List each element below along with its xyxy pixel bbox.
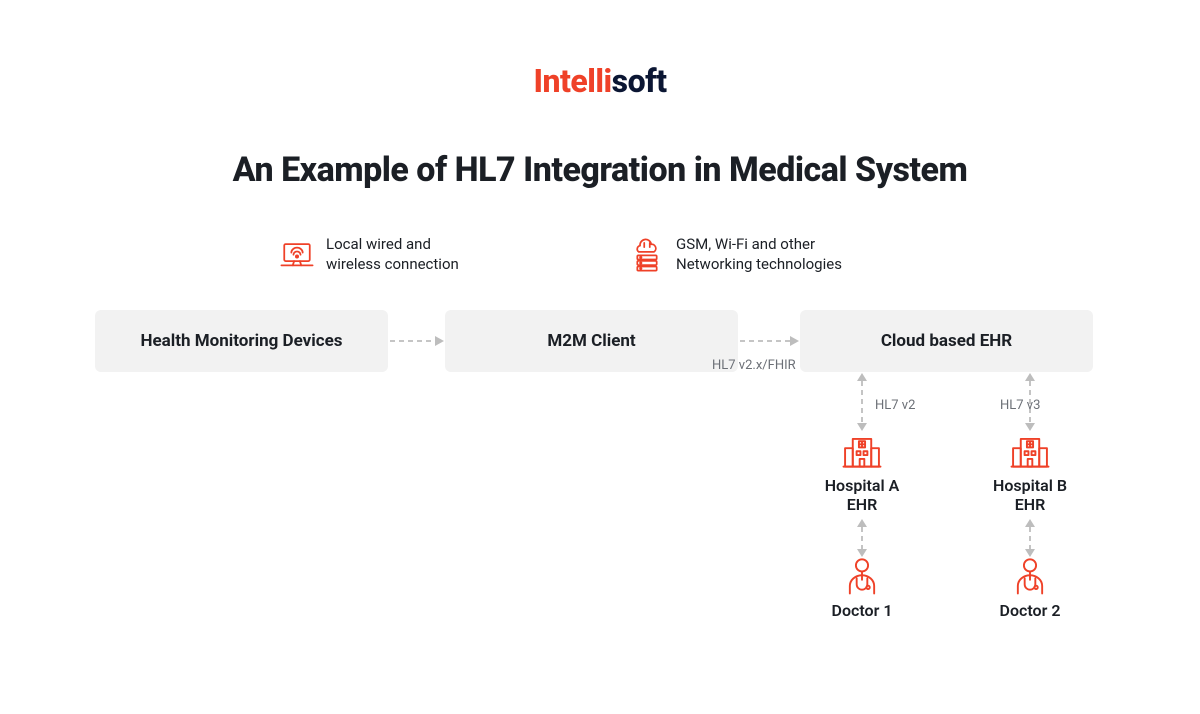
- node-m2m-label: M2M Client: [547, 331, 635, 351]
- node-hospital-b: Hospital B EHR: [970, 434, 1090, 514]
- hospital-icon: [842, 434, 882, 470]
- arrow-m2m-to-cloud: [738, 334, 800, 348]
- node-health-monitoring-devices: Health Monitoring Devices: [95, 310, 388, 372]
- doctor-1-label: Doctor 1: [802, 601, 922, 620]
- logo-part-1: Intelli: [533, 62, 611, 100]
- computer-icon: [280, 237, 314, 271]
- hospital-b-label: Hospital B EHR: [970, 476, 1090, 514]
- doctor-icon: [1013, 557, 1047, 595]
- node-hospital-a: Hospital A EHR: [802, 434, 922, 514]
- node-cloud-label: Cloud based EHR: [881, 331, 1012, 351]
- doctor-2-label: Doctor 2: [970, 601, 1090, 620]
- node-doctor-1: Doctor 1: [802, 557, 922, 620]
- arrow-hospital-a-to-doctor-1: [855, 518, 869, 558]
- server-cloud-icon: [630, 236, 664, 272]
- node-cloud-ehr: Cloud based EHR: [800, 310, 1093, 372]
- info-label-network: GSM, Wi-Fi and other Networking technolo…: [630, 234, 842, 275]
- info-label-local-connection: Local wired and wireless connection: [280, 234, 459, 275]
- node-devices-label: Health Monitoring Devices: [140, 331, 342, 351]
- info-label-network-text: GSM, Wi-Fi and other Networking technolo…: [676, 234, 842, 275]
- arrow-hospital-b-to-doctor-2: [1023, 518, 1037, 558]
- diagram-title: An Example of HL7 Integration in Medical…: [0, 150, 1200, 190]
- edge-label-hl7v2: HL7 v2: [875, 398, 915, 413]
- diagram-canvas: Intellisoft An Example of HL7 Integratio…: [0, 0, 1200, 714]
- info-label-local-text: Local wired and wireless connection: [326, 234, 459, 275]
- logo-part-2: soft: [612, 62, 667, 100]
- brand-logo: Intellisoft: [0, 62, 1200, 100]
- node-m2m-client: M2M Client: [445, 310, 738, 372]
- hospital-icon: [1010, 434, 1050, 470]
- edge-label-m2m-to-cloud: HL7 v2.x/FHIR: [712, 358, 796, 373]
- arrow-cloud-to-hospital-a: [855, 372, 869, 432]
- node-doctor-2: Doctor 2: [970, 557, 1090, 620]
- edge-label-hl7v3: HL7 v3: [1000, 398, 1040, 413]
- doctor-icon: [845, 557, 879, 595]
- arrow-devices-to-m2m: [388, 334, 445, 348]
- hospital-a-label: Hospital A EHR: [802, 476, 922, 514]
